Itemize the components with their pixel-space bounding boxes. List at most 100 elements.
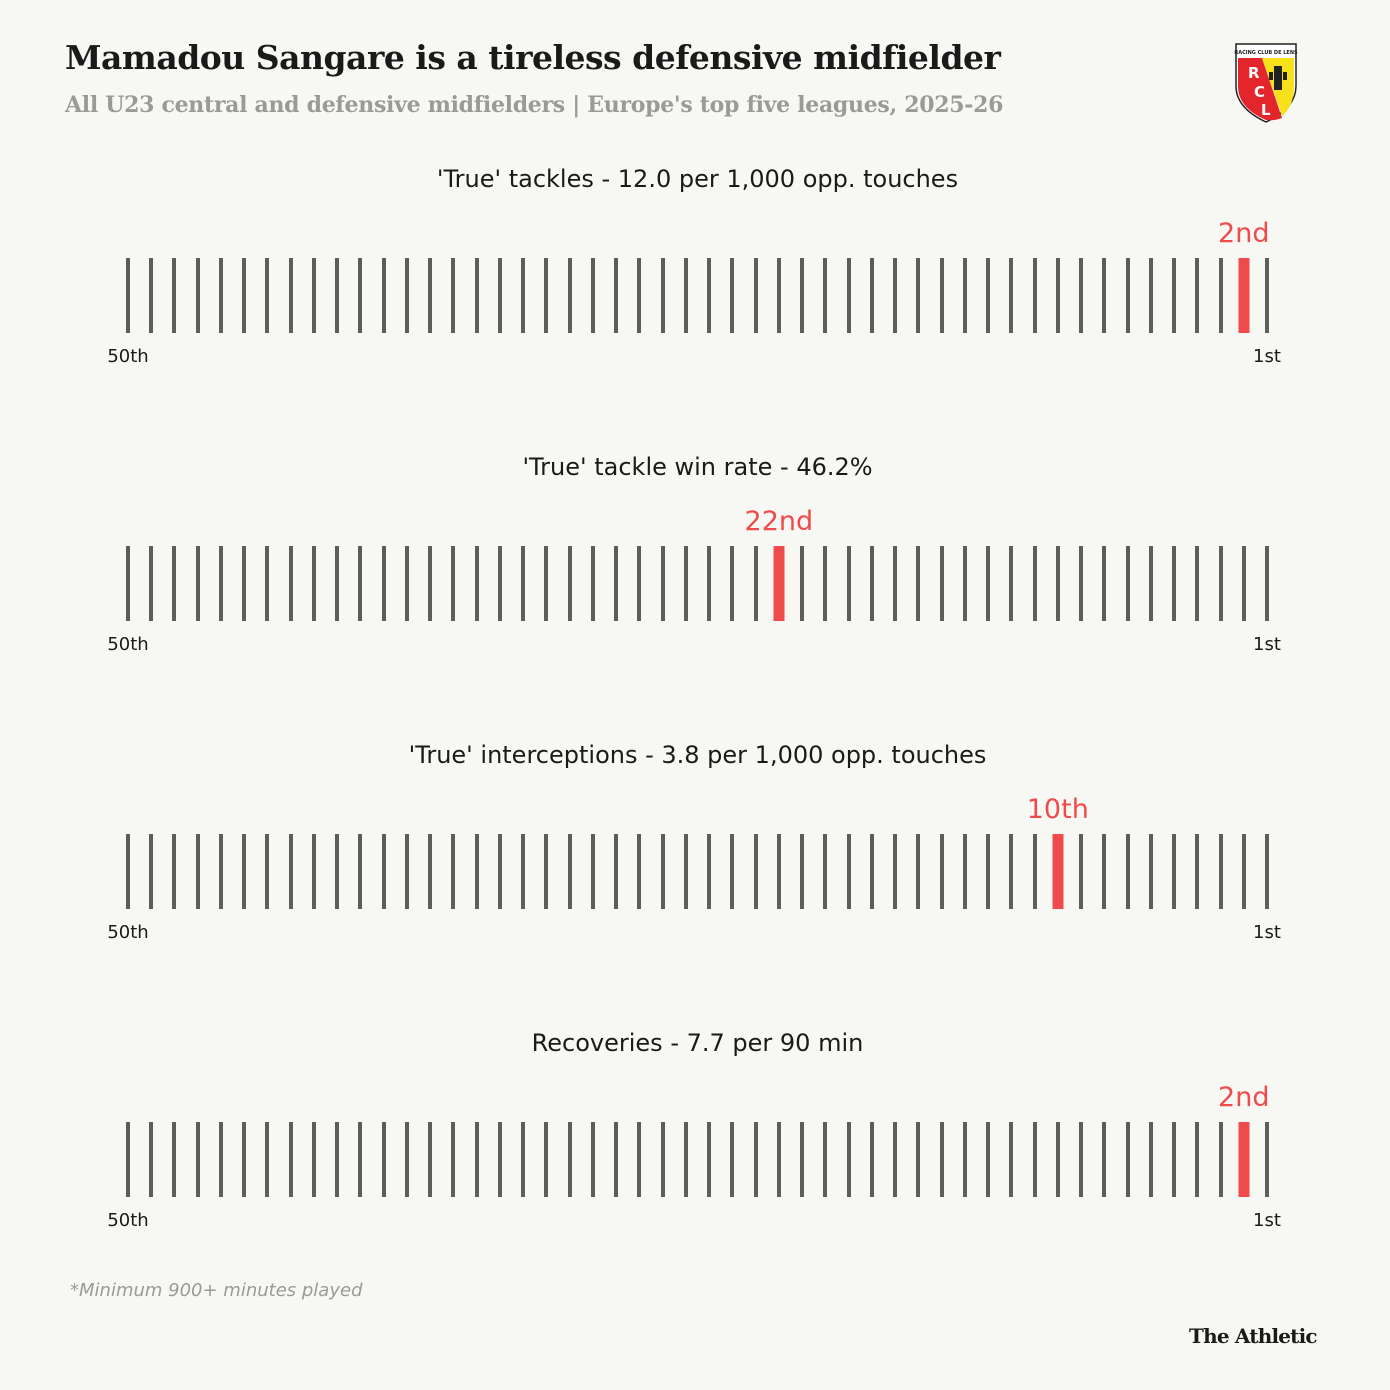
rank-tick — [1079, 1122, 1084, 1197]
rank-tick — [311, 834, 316, 909]
rank-tick — [707, 258, 712, 333]
rank-tick — [823, 1122, 828, 1197]
rank-tick — [149, 258, 154, 333]
rank-tick — [962, 834, 967, 909]
rc-lens-logo: RACING CLUB DE LENS R C L — [1234, 43, 1298, 123]
rank-tick — [1241, 546, 1246, 621]
rank-tick — [846, 258, 851, 333]
rank-tick — [474, 1122, 479, 1197]
rank-tick — [381, 546, 386, 621]
rank-tick — [916, 546, 921, 621]
svg-text:RACING CLUB DE LENS: RACING CLUB DE LENS — [1234, 50, 1298, 56]
rank-tick — [869, 834, 874, 909]
rank-tick — [1032, 258, 1037, 333]
rank-tick — [474, 546, 479, 621]
rank-tick — [1265, 546, 1269, 621]
rank-tick — [474, 834, 479, 909]
rank-tick — [893, 834, 898, 909]
rank-tick — [567, 258, 572, 333]
section-title: 'True' tackles - 12.0 per 1,000 opp. tou… — [436, 165, 959, 193]
footnote: *Minimum 900+ minutes played — [70, 1280, 363, 1301]
rank-tick — [683, 258, 688, 333]
rank-tick — [776, 1122, 781, 1197]
rank-tick — [660, 546, 665, 621]
rank-tick — [1009, 1122, 1014, 1197]
rank-tick — [939, 834, 944, 909]
rank-tick — [939, 1122, 944, 1197]
rank-tick — [1079, 834, 1084, 909]
rank-tick — [218, 834, 223, 909]
rank-tick — [451, 546, 456, 621]
rank-tick — [172, 546, 177, 621]
rank-tick — [149, 1122, 154, 1197]
rank-tick — [1125, 546, 1130, 621]
rank-tick — [497, 546, 502, 621]
rank-tick — [195, 834, 200, 909]
rank-tick — [986, 258, 991, 333]
rank-tick — [451, 258, 456, 333]
rank-tick — [986, 546, 991, 621]
rank-tick — [707, 546, 712, 621]
rank-tick — [335, 1122, 340, 1197]
rank-tick — [381, 258, 386, 333]
rank-tick — [1102, 834, 1107, 909]
rank-tick — [126, 546, 130, 621]
rank-tick — [683, 546, 688, 621]
rank-tick — [567, 546, 572, 621]
rank-tick — [730, 1122, 735, 1197]
rank-tick — [1148, 834, 1153, 909]
rank-tick — [218, 1122, 223, 1197]
rank-tick — [1172, 546, 1177, 621]
rank-tick — [149, 546, 154, 621]
rank-tick — [939, 546, 944, 621]
rank-tick — [1172, 834, 1177, 909]
rank-tick — [428, 1122, 433, 1197]
highlighted-rank-tick — [1052, 834, 1064, 909]
rank-tick — [637, 834, 642, 909]
rank-tick — [730, 546, 735, 621]
rank-tick — [730, 834, 735, 909]
rank-tick — [962, 1122, 967, 1197]
rank-tick — [521, 1122, 526, 1197]
rank-tick — [1195, 834, 1200, 909]
rank-tick — [800, 834, 805, 909]
rank-tick — [288, 258, 293, 333]
rank-tick — [1148, 1122, 1153, 1197]
rank-tick — [660, 834, 665, 909]
rank-tick — [451, 834, 456, 909]
rank-tick — [1148, 546, 1153, 621]
rank-tick — [242, 546, 247, 621]
rank-tick — [893, 1122, 898, 1197]
rank-tick — [428, 258, 433, 333]
rank-tick — [358, 258, 363, 333]
highlighted-rank-tick — [1238, 1122, 1250, 1197]
rank-tick — [126, 258, 130, 333]
svg-text:R: R — [1248, 64, 1260, 82]
rank-tick — [544, 834, 549, 909]
rank-tick — [265, 258, 270, 333]
rank-tick — [869, 1122, 874, 1197]
rank-tick — [195, 258, 200, 333]
rank-tick — [1195, 1122, 1200, 1197]
section-title: 'True' interceptions - 3.8 per 1,000 opp… — [408, 741, 987, 769]
rank-tick — [311, 1122, 316, 1197]
rank-tick — [1032, 834, 1037, 909]
rank-tick — [590, 546, 595, 621]
rank-tick — [404, 834, 409, 909]
rank-tick — [497, 1122, 502, 1197]
rank-label: 2nd — [1218, 1082, 1270, 1113]
rank-tick — [823, 258, 828, 333]
rank-tick — [590, 834, 595, 909]
rank-tick — [428, 834, 433, 909]
rank-tick — [311, 546, 316, 621]
rank-tick — [800, 1122, 805, 1197]
rank-tick — [1032, 1122, 1037, 1197]
rank-tick — [637, 1122, 642, 1197]
rank-tick — [126, 1122, 130, 1197]
rank-tick — [614, 834, 619, 909]
chart-title: Mamadou Sangare is a tireless defensive … — [65, 38, 1001, 77]
rank-tick — [381, 834, 386, 909]
rank-tick — [1102, 546, 1107, 621]
rank-tick — [242, 834, 247, 909]
rank-tick — [1241, 834, 1246, 909]
